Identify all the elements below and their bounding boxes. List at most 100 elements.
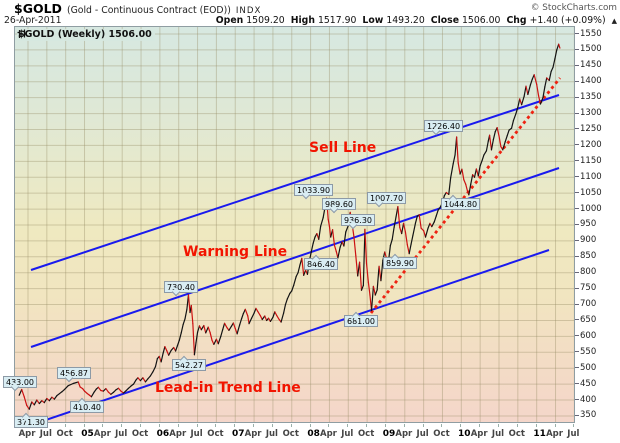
x-axis-month-label: Apr [244, 429, 262, 439]
x-axis-month-label: Apr [320, 429, 337, 439]
y-axis-label: 1250 [580, 123, 602, 134]
x-axis-tick [196, 424, 198, 427]
y-axis-tick [575, 271, 579, 273]
y-axis-tick [575, 192, 579, 194]
x-axis-year-label: 10 [458, 429, 471, 439]
x-axis-tick [253, 424, 255, 427]
quote-close: Close 1506.00 [430, 14, 501, 26]
change-up-arrow-icon: ▲ [611, 16, 617, 25]
x-axis-tick [403, 424, 405, 427]
price-callout: 1226.40 [424, 120, 464, 136]
x-axis-tick [271, 424, 273, 427]
x-axis-month-label: Oct [357, 429, 375, 439]
y-axis-tick [575, 351, 579, 353]
y-axis-label: 550 [580, 346, 597, 357]
y-axis-label: 1350 [580, 92, 602, 103]
y-axis-label: 1450 [580, 60, 602, 71]
quote-chg: Chg +1.40 (+0.09%) [506, 14, 606, 26]
chart-legend: $GOLD (Weekly) 1506.00 [17, 29, 155, 41]
x-axis-tick [121, 424, 123, 427]
price-callout: 433.00 [3, 376, 37, 392]
quote-low: Low 1493.20 [362, 14, 425, 26]
y-axis-label: 950 [580, 219, 597, 230]
annotation-lead-in-trend-line: Lead-in Trend Line [155, 380, 301, 396]
legend-label: $GOLD (Weekly) 1506.00 [18, 29, 152, 40]
x-axis-tick [479, 424, 481, 427]
y-axis-tick [575, 208, 579, 210]
x-axis-year-label: 09 [382, 429, 396, 439]
stockcharts-copyright: © StockCharts.com [530, 3, 617, 13]
x-axis-month-label: Apr [169, 429, 187, 439]
y-axis-tick [575, 414, 579, 416]
ohlc-bars-icon [17, 29, 27, 38]
x-axis-year-label: 07 [231, 429, 245, 439]
x-axis-tick [573, 424, 575, 427]
x-axis-month-label: Jul [265, 429, 278, 439]
x-axis-month-label: Jul [115, 429, 128, 439]
annotation-warning-line: Warning Line [183, 244, 288, 260]
x-axis-month-label: Oct [508, 429, 525, 439]
y-axis-tick [575, 255, 579, 257]
y-axis-tick [575, 48, 579, 50]
y-axis-tick [575, 144, 579, 146]
quote-high: High 1517.90 [290, 14, 357, 26]
y-axis-tick [575, 399, 579, 401]
x-axis-month-label: Jul [341, 429, 354, 439]
y-axis-label: 800 [580, 267, 597, 278]
lead-in-trend-line [36, 249, 550, 422]
x-axis-month-label: Apr [93, 429, 111, 439]
x-axis-month-label: Oct [131, 429, 149, 439]
x-axis-month-label: Apr [546, 429, 563, 439]
x-axis-tick [309, 424, 311, 427]
chart-date: 26-Apr-2011 [4, 14, 62, 26]
x-axis-year-label: 06 [156, 429, 170, 439]
chart-plot-area: $GOLD (Weekly) 1506.00 [14, 26, 575, 423]
ohlc-quote-row: Open 1509.20 High 1517.90 Low 1493.20 Close 150… [216, 15, 617, 26]
y-axis-tick [575, 160, 579, 162]
y-axis-tick [575, 80, 579, 82]
y-axis-label: 1050 [580, 187, 602, 198]
price-callout: 542.27 [172, 355, 206, 371]
x-axis-month-label: Oct [433, 429, 450, 439]
x-axis-year-label: 11 [533, 429, 546, 439]
y-axis-label: 450 [580, 378, 597, 389]
x-axis-tick [347, 424, 349, 427]
x-axis-tick [83, 424, 85, 427]
x-axis-tick [422, 424, 424, 427]
annotation-sell-line: Sell Line [309, 140, 377, 156]
red-dashed-line [369, 77, 562, 314]
y-axis-label: 850 [580, 251, 597, 262]
x-axis-month-label: Jul [416, 429, 429, 439]
price-callout: 846.40 [304, 254, 338, 270]
price-callout: 456.87 [57, 367, 91, 383]
y-axis-label: 500 [580, 362, 597, 373]
x-axis-tick [64, 424, 66, 427]
x-axis-month-label: Oct [282, 429, 299, 439]
price-callout: 371.30 [14, 412, 48, 428]
x-axis-month-label: Oct [56, 429, 73, 439]
x-axis-month-label: Jul [39, 429, 52, 439]
symbol-description: (Gold - Continuous Contract (EOD)) [66, 5, 231, 16]
y-axis-label: 700 [580, 299, 597, 310]
price-callout: 989.60 [322, 198, 356, 214]
x-axis-tick [102, 424, 104, 427]
x-axis-month-label: Oct [207, 429, 224, 439]
symbol-title: $GOLD [14, 1, 62, 16]
x-axis-tick [554, 424, 556, 427]
price-callout: 1033.90 [294, 184, 334, 200]
price-callout: 681.00 [344, 311, 378, 327]
y-axis-label: 750 [580, 283, 597, 294]
x-axis-month-label: Jul [567, 429, 580, 439]
y-axis-tick [575, 287, 579, 289]
x-axis-year-label: 05 [81, 429, 94, 439]
y-axis-label: 900 [580, 235, 597, 246]
exchange-label: INDX [235, 6, 262, 16]
y-axis-label: 1200 [580, 139, 602, 150]
price-callout: 730.40 [164, 281, 198, 297]
y-axis-label: 1100 [580, 171, 602, 182]
y-axis-tick [575, 128, 579, 130]
y-axis-label: 350 [580, 410, 597, 421]
x-axis-month-label: Jul [190, 429, 203, 439]
x-axis-month-label: Apr [18, 429, 36, 439]
y-axis-tick [575, 239, 579, 241]
